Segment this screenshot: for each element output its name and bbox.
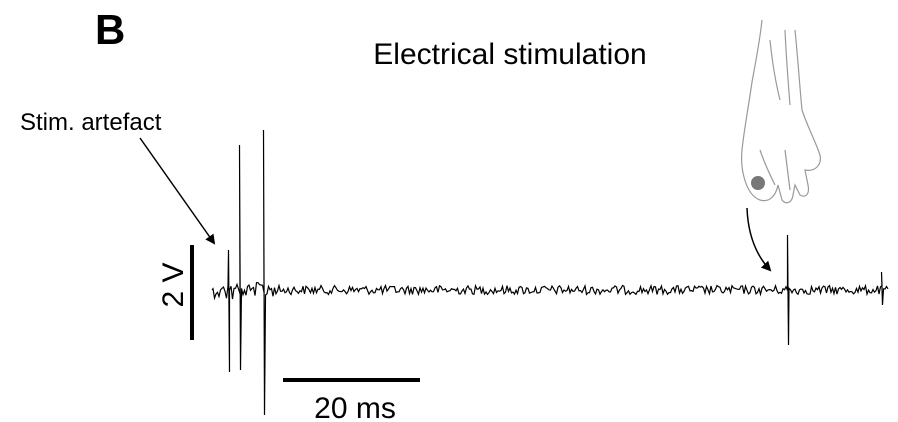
annotation-arrow <box>139 137 216 245</box>
response-arrow <box>746 207 772 272</box>
panel-label: B <box>95 6 125 53</box>
trace <box>211 129 889 416</box>
hand-illustration <box>741 19 821 204</box>
title: Electrical stimulation <box>373 38 646 71</box>
stimulation-site <box>751 176 765 190</box>
vertical-scale-label: 2 V <box>157 262 190 307</box>
annotation: Stim. artefact <box>20 109 162 136</box>
horizontal-scale-label: 20 ms <box>314 392 396 422</box>
